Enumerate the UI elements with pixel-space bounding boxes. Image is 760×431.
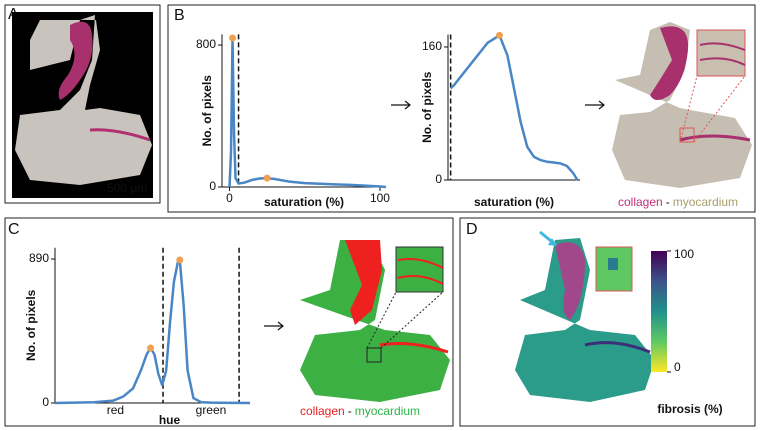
- panel-frame: [4, 217, 454, 427]
- x-category-label: red: [107, 403, 124, 417]
- legend-entry: myocardium: [673, 195, 738, 209]
- legend-entry: -: [666, 195, 670, 209]
- x-axis-label: saturation (%): [474, 195, 554, 209]
- x-tick-label: 0: [226, 191, 233, 205]
- arrow: [264, 100, 605, 331]
- colorbar: [651, 251, 667, 372]
- panel-label: D: [466, 221, 478, 238]
- data-line: [228, 36, 387, 189]
- y-tick-label: 160: [422, 39, 442, 53]
- legend-entry: -: [348, 404, 352, 418]
- y-axis-label: No. of pixels: [200, 75, 214, 147]
- scale-bar-label: 500 µm: [107, 181, 147, 195]
- x-category-label: green: [196, 403, 227, 417]
- peak-marker: [263, 174, 271, 182]
- y-tick-label: 0: [209, 179, 216, 193]
- peak-marker: [176, 256, 184, 264]
- panel-frame: [459, 217, 756, 427]
- x-axis-label: saturation (%): [264, 195, 344, 209]
- y-tick-label: 0: [42, 395, 49, 409]
- legend: collagen - myocardium: [618, 195, 738, 209]
- y-tick-label: 890: [29, 251, 49, 265]
- tissue-image: [12, 12, 153, 198]
- x-axis-label: hue: [159, 413, 181, 427]
- legend-entry: collagen: [300, 404, 345, 418]
- y-tick-label: 800: [196, 37, 216, 51]
- colorbar-tick-label: 100: [674, 247, 694, 261]
- panel-label: C: [8, 221, 20, 238]
- legend-entry: collagen: [618, 195, 663, 209]
- tissue-image: [300, 240, 450, 402]
- y-tick-label: 0: [435, 172, 442, 186]
- tissue-image: [612, 22, 752, 188]
- panel-label: B: [174, 7, 185, 24]
- peak-marker: [147, 344, 155, 352]
- colorbar-label: fibrosis (%): [657, 402, 722, 416]
- y-axis-label: No. of pixels: [24, 289, 38, 361]
- panel-frame: [167, 4, 756, 213]
- peak-marker: [495, 31, 503, 39]
- colorbar-tick-label: 0: [674, 360, 681, 374]
- x-tick-label: 100: [370, 191, 390, 205]
- y-axis-label: No. of pixels: [420, 71, 434, 143]
- legend: collagen - myocardium: [300, 404, 420, 418]
- peak-marker: [229, 34, 237, 42]
- fibrosis-map: [515, 230, 655, 402]
- data-line: [449, 34, 579, 181]
- panel-frame: [4, 4, 161, 204]
- data-line: [54, 258, 251, 405]
- legend-entry: myocardium: [355, 404, 420, 418]
